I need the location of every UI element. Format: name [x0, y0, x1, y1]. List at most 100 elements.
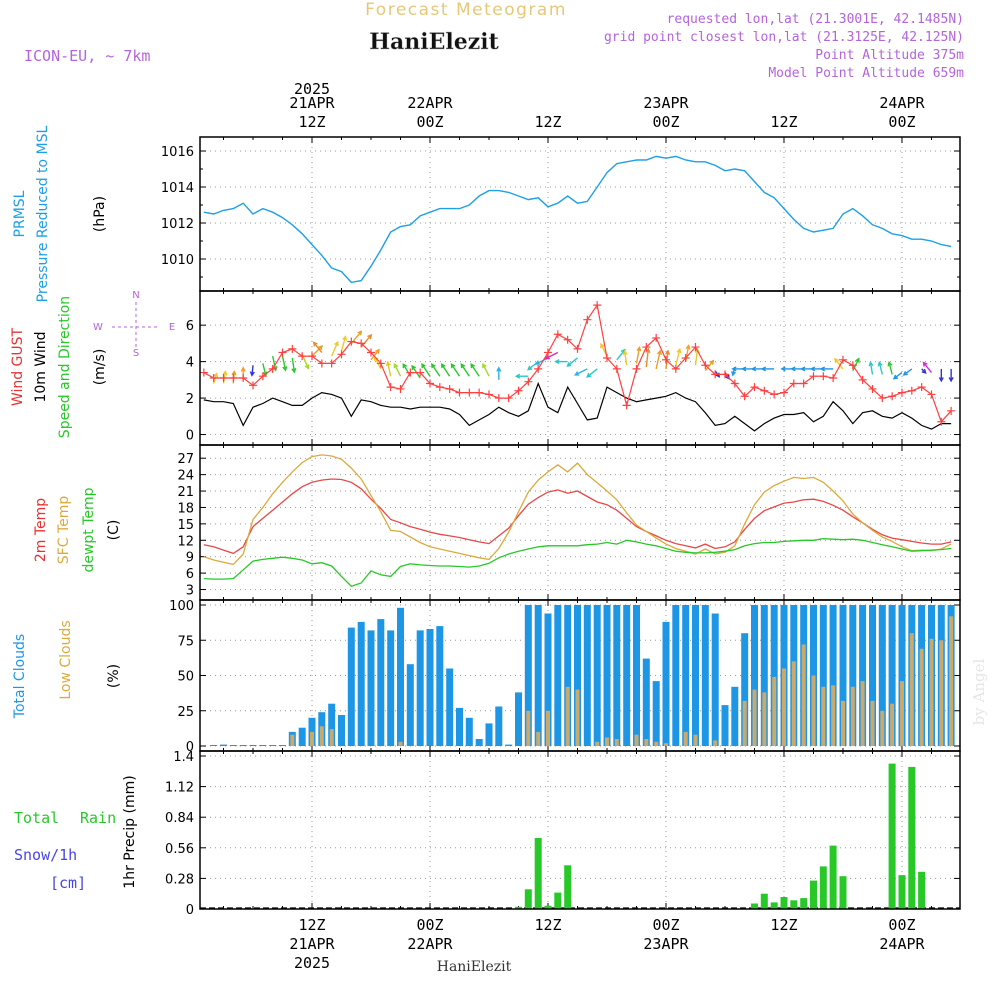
wind-gust-marker: [779, 388, 788, 397]
low-clouds-bar: [713, 740, 718, 746]
low-clouds-bar: [329, 729, 334, 746]
wind-speed-dir-label: Speed and Direction: [57, 296, 73, 438]
wind-gust-marker: [750, 383, 759, 392]
wind-gust-marker: [298, 352, 307, 361]
wind-gust-marker: [701, 361, 710, 370]
compass-s: S: [133, 348, 139, 359]
total-clouds-bar: [741, 633, 749, 746]
wind-gust-marker: [278, 348, 287, 357]
wind-arrow: [616, 349, 626, 361]
wind-arrow-head: [470, 362, 476, 369]
rain-bar: [839, 876, 847, 909]
wind-arrow-head: [282, 366, 288, 372]
top-time-label: 23APR: [643, 94, 689, 112]
wind-gust-marker: [691, 343, 700, 352]
wind-arrow-head: [367, 333, 373, 340]
wind-arrow-head: [709, 359, 715, 365]
y-tick-label: 50: [177, 670, 194, 685]
wind-gust-marker: [917, 383, 926, 392]
wind-arrow: [251, 365, 254, 376]
wind-gust-marker: [789, 379, 798, 388]
wind-gust-marker: [416, 368, 425, 377]
rain-bar: [751, 903, 758, 909]
low-clouds-bar: [398, 741, 403, 746]
rain-bar: [918, 871, 926, 909]
wind-arrow-head: [622, 349, 628, 356]
rain-bar: [524, 889, 532, 909]
total-clouds-bar: [652, 681, 660, 746]
wind-arrow-head: [527, 365, 533, 371]
wind-gust-marker: [711, 370, 720, 379]
low-clouds-bar: [831, 685, 836, 746]
wind-gust-marker: [720, 370, 729, 379]
total-clouds-bar: [338, 715, 345, 746]
rain-bar: [908, 766, 916, 909]
total-clouds-bar: [298, 727, 306, 746]
wind-arrow: [441, 363, 451, 377]
wind-arrow-head: [312, 341, 318, 347]
low-clouds-bar: [870, 700, 875, 746]
total-clouds-bar: [613, 605, 621, 746]
total-clouds-bar: [495, 706, 503, 746]
precip-panel: 0 0.28 0.56 0.84 1.12 1.4: [165, 750, 961, 918]
wind-gust-marker: [455, 388, 464, 397]
top-time-label: 12Z: [298, 113, 325, 131]
wind-gust-marker: [376, 359, 385, 368]
compass-e: E: [169, 322, 175, 333]
total-clouds-bar: [357, 621, 365, 746]
total-clouds-bar: [465, 717, 473, 746]
top-time-label: 12Z: [770, 113, 797, 131]
y-tick-label: 2: [186, 392, 194, 407]
total-clouds-bar: [878, 605, 886, 746]
wind-gust-marker: [760, 386, 769, 395]
wind-gust-marker: [632, 364, 641, 373]
wind-arrow: [460, 363, 470, 377]
wind-arrow-head: [676, 347, 682, 354]
wind-gust-marker: [740, 392, 749, 401]
low-clouds-bar: [880, 710, 885, 747]
wind-arrow-head: [334, 340, 339, 347]
wind-arrow: [393, 363, 402, 377]
rain-bar: [888, 763, 896, 909]
wind-gust-marker: [445, 384, 454, 393]
wind-gust-marker: [229, 374, 238, 383]
bottom-time-label: 22APR: [407, 935, 453, 953]
wind-gust-marker: [553, 330, 562, 339]
y-tick-label: 75: [177, 634, 194, 649]
wind-gust-marker: [612, 364, 621, 373]
top-time-label: 00Z: [652, 113, 679, 131]
wind-gust-marker: [937, 417, 946, 426]
total-clouds-bar: [770, 605, 778, 746]
wind-arrow-head: [249, 371, 255, 377]
y-tick-label: 0: [186, 429, 194, 444]
y-tick-label: 4: [186, 356, 194, 371]
low-clouds-bar: [772, 676, 777, 746]
low-clouds-bar: [762, 692, 767, 746]
wind-gust-marker: [366, 348, 375, 357]
wind-arrow: [450, 363, 461, 377]
wind-arrow-head: [421, 362, 426, 369]
wind-arrow: [635, 347, 641, 364]
wind-arrow-head: [665, 349, 671, 355]
wind-arrow-head: [482, 362, 487, 369]
rain-bar: [534, 838, 542, 909]
y-tick-label: 1010: [161, 253, 194, 268]
wind-10m-line: [203, 381, 952, 432]
wind-arrow-head: [240, 366, 246, 372]
wind-arrow-head: [460, 362, 466, 369]
wind-arrow: [482, 363, 490, 377]
total-clouds-bar: [505, 744, 513, 746]
low-clouds-bar: [850, 686, 855, 746]
wind-gust-marker: [396, 384, 405, 393]
wind-arrow-head: [318, 345, 324, 351]
bottom-time-label: 21APR: [289, 935, 335, 953]
total-clouds-bar: [328, 703, 336, 746]
y-tick-label: 1014: [161, 181, 194, 196]
wind-arrow: [313, 342, 323, 353]
wind-gust-marker: [199, 368, 208, 377]
wind-gust-marker: [868, 384, 877, 393]
bottom-time-label: 00Z: [888, 916, 915, 934]
total-clouds-bar: [534, 605, 542, 746]
total-clouds-bar: [692, 605, 699, 746]
